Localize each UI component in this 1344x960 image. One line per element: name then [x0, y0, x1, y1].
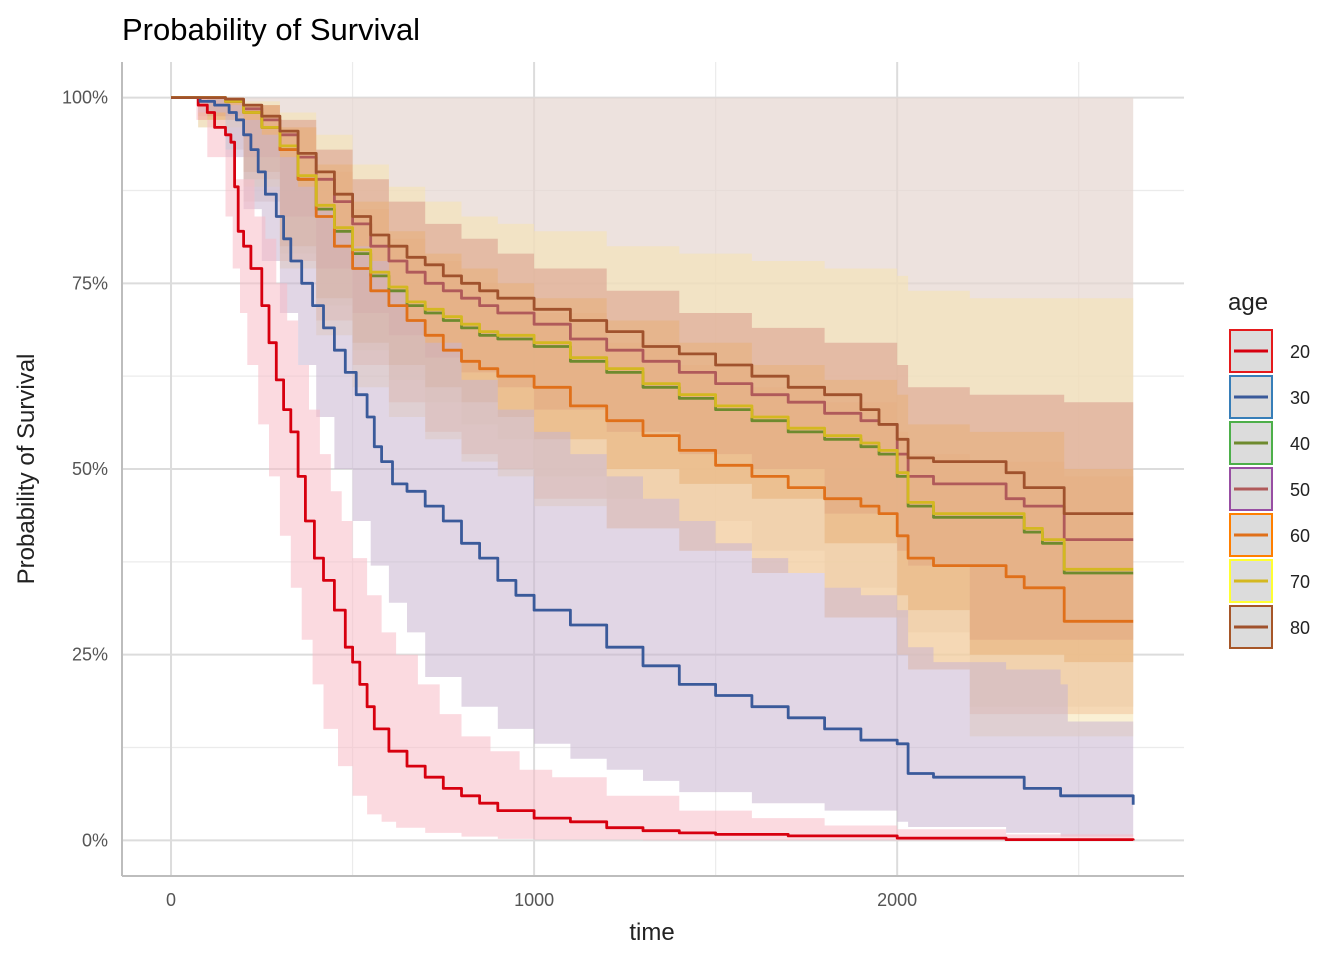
tick-labels: 0 1000 2000 0% 25% 50% 75% 100%	[62, 88, 917, 910]
y-tick-label-1: 25%	[72, 645, 108, 665]
legend-label-60: 60	[1290, 526, 1310, 546]
x-tick-label-1: 1000	[514, 890, 554, 910]
legend-label-40: 40	[1290, 434, 1310, 454]
survival-curves	[171, 96, 1135, 841]
survival-line-70	[171, 96, 1134, 571]
chart-title: Probability of Survival	[122, 12, 420, 47]
confidence-band-40	[171, 97, 1134, 663]
y-tick-label-3: 75%	[72, 273, 108, 293]
legend-label-50: 50	[1290, 480, 1310, 500]
x-tick-label-0: 0	[166, 890, 176, 910]
survival-line-60	[171, 96, 1134, 623]
axes	[121, 62, 1184, 877]
legend-label-80: 80	[1290, 618, 1310, 638]
x-axis-title: time	[629, 919, 674, 946]
survival-line-20	[171, 96, 1135, 841]
confidence-band-30	[171, 97, 1134, 837]
legend-label-70: 70	[1290, 572, 1310, 592]
legend: age 20 30 40 50 60 70 80	[1228, 289, 1310, 649]
confidence-band-20	[171, 97, 1134, 841]
survival-line-50	[171, 96, 1134, 541]
y-tick-label-0: 0%	[82, 830, 108, 850]
x-tick-label-2: 2000	[877, 890, 917, 910]
legend-label-30: 30	[1290, 388, 1310, 408]
legend-label-20: 20	[1290, 342, 1310, 362]
survival-line-30	[171, 96, 1135, 805]
y-tick-label-4: 100%	[62, 88, 108, 108]
legend-title: age	[1228, 289, 1268, 316]
y-axis-title: Probability of Survival	[13, 354, 40, 585]
survival-line-80	[171, 96, 1134, 515]
y-tick-label-2: 50%	[72, 459, 108, 479]
